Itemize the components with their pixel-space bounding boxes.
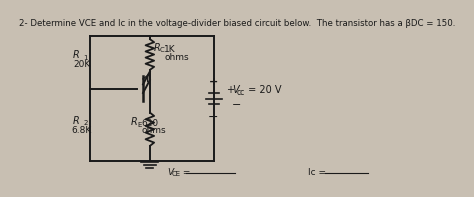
Text: 1: 1 bbox=[83, 55, 88, 61]
Text: V: V bbox=[167, 168, 173, 177]
Text: 2: 2 bbox=[83, 120, 88, 126]
Text: 620: 620 bbox=[141, 119, 158, 128]
Text: C: C bbox=[159, 47, 164, 53]
Text: R: R bbox=[131, 117, 138, 127]
Text: 1K: 1K bbox=[164, 45, 176, 54]
Text: +: + bbox=[209, 77, 218, 86]
Text: CE: CE bbox=[172, 171, 181, 177]
Text: ohms: ohms bbox=[164, 53, 189, 62]
Text: R: R bbox=[153, 43, 160, 53]
Text: Ic =: Ic = bbox=[308, 168, 326, 177]
Text: V: V bbox=[232, 85, 238, 95]
Text: 2- Determine VCE and Ic in the voltage-divider biased circuit below.  The transi: 2- Determine VCE and Ic in the voltage-d… bbox=[19, 19, 455, 28]
Text: +: + bbox=[226, 85, 234, 95]
Text: ohms: ohms bbox=[141, 126, 166, 136]
Text: R: R bbox=[73, 50, 80, 60]
Text: −: − bbox=[208, 111, 219, 124]
Text: =: = bbox=[180, 168, 190, 177]
Text: cc: cc bbox=[237, 88, 245, 97]
Text: 20K: 20K bbox=[73, 60, 90, 69]
Text: E: E bbox=[137, 122, 141, 128]
Text: R: R bbox=[73, 116, 80, 126]
Text: −: − bbox=[232, 100, 241, 110]
Text: 6.8K: 6.8K bbox=[72, 126, 91, 135]
Text: = 20 V: = 20 V bbox=[245, 85, 281, 95]
